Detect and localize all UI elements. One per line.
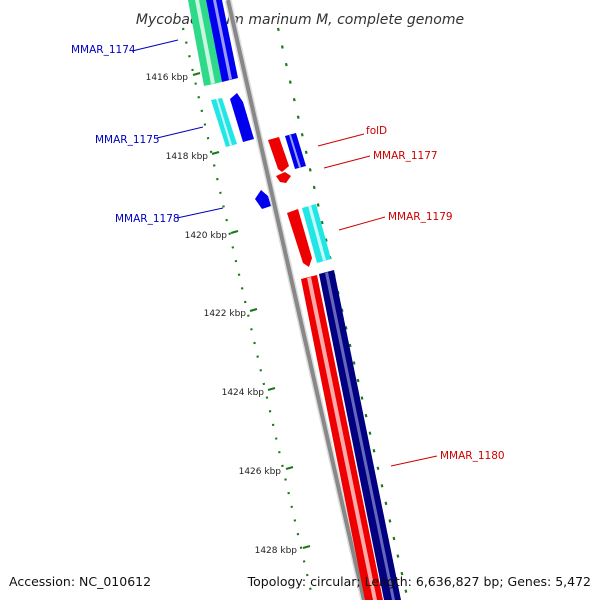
gene-mmar-1174[interactable] <box>188 0 238 86</box>
gene-mmar-1177[interactable] <box>285 133 306 169</box>
inner-tick-track <box>181 27 314 597</box>
accession-text: Accession: NC_010612 <box>9 574 151 589</box>
map-title: Mycobacterium marinum M, complete genome <box>136 12 464 28</box>
callout-mmar-1175 <box>156 126 204 139</box>
callout-lines <box>131 39 438 467</box>
callout-mmar-1178 <box>176 207 224 219</box>
kbp-label: 1422 kbp <box>204 309 247 319</box>
gene-label-mmar-1177[interactable]: MMAR_1177 <box>373 150 438 162</box>
gene-label-fold[interactable]: folD <box>366 125 387 137</box>
topology-text: Topology: circular; Length: 6,636,827 bp… <box>247 574 591 589</box>
gene-label-mmar-1175[interactable]: MMAR_1175 <box>95 134 160 146</box>
kbp-label: 1426 kbp <box>239 467 282 477</box>
tick-mark-1418 <box>211 150 220 156</box>
tick-mark-1428 <box>302 544 311 550</box>
major-ticks <box>192 71 311 550</box>
gene-label-mmar-1178[interactable]: MMAR_1178 <box>115 213 180 225</box>
gene-mmar-1179[interactable] <box>287 204 331 267</box>
kbp-label: 1420 kbp <box>185 231 228 241</box>
gene-label-mmar-1179[interactable]: MMAR_1179 <box>388 211 453 223</box>
callout-mmar-1180 <box>390 455 438 467</box>
tick-mark-1420 <box>230 229 239 235</box>
gene-fold[interactable] <box>268 137 291 183</box>
gene-label-mmar-1174[interactable]: MMAR_1174 <box>71 44 136 56</box>
callout-fold <box>317 133 365 147</box>
callout-mmar-1174 <box>131 39 179 52</box>
gene-mmar-1175[interactable] <box>211 93 254 147</box>
kbp-label: 1428 kbp <box>255 546 298 556</box>
callout-mmar-1177 <box>323 155 371 169</box>
tick-mark-1416 <box>192 71 201 77</box>
kbp-label: 1424 kbp <box>222 388 265 398</box>
gene-mmar-1180[interactable] <box>301 270 401 600</box>
kbp-label: 1418 kbp <box>166 152 209 162</box>
gene-labels: MMAR_1174 MMAR_1175 MMAR_1178 folD MMAR_… <box>71 44 505 462</box>
kbp-labels: 1416 kbp 1418 kbp 1420 kbp 1422 kbp 1424… <box>146 73 298 556</box>
gene-label-mmar-1180[interactable]: MMAR_1180 <box>440 450 505 462</box>
genome-backbone <box>224 0 368 600</box>
kbp-label: 1416 kbp <box>146 73 189 83</box>
gene-mmar-1178[interactable] <box>255 190 271 209</box>
tick-mark-1422 <box>249 307 258 313</box>
callout-mmar-1179 <box>338 216 386 231</box>
tick-mark-1426 <box>285 465 294 471</box>
tick-mark-1424 <box>267 386 276 392</box>
